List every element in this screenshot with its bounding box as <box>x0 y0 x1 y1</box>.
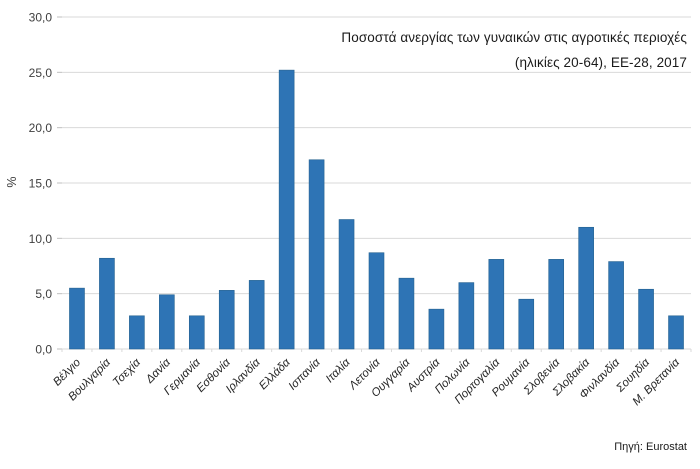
bar <box>608 261 624 350</box>
x-category-label: Ισπανία <box>287 356 323 392</box>
bar <box>159 294 175 350</box>
bar <box>668 315 684 350</box>
bar <box>638 288 654 350</box>
bar <box>548 259 565 350</box>
y-tick-label: 30,0 <box>29 11 53 25</box>
bar <box>129 315 145 350</box>
bar <box>398 277 415 350</box>
source-note: Πηγή: Eurostat <box>614 441 687 453</box>
bar <box>278 69 295 350</box>
bar <box>69 287 85 350</box>
y-tick-label: 15,0 <box>29 177 53 191</box>
bar <box>218 290 235 350</box>
y-tick-label: 5,0 <box>35 287 52 301</box>
y-tick-label: 10,0 <box>29 232 53 246</box>
y-tick-label: 0,0 <box>35 343 52 357</box>
bar <box>518 298 535 350</box>
y-tick-label: 25,0 <box>29 66 53 80</box>
bar <box>338 219 355 350</box>
bar <box>99 257 115 350</box>
bar <box>308 159 325 350</box>
x-category-label: Τσεχία <box>111 356 143 388</box>
bar <box>488 259 505 350</box>
chart-title-line2: (ηλικίες 20-64), ΕΕ-28, 2017 <box>514 54 687 70</box>
bar <box>188 315 205 350</box>
bar <box>458 282 475 350</box>
bar <box>578 226 594 350</box>
chart-title-line1: Ποσοστά ανεργίας των γυναικών στις αγροτ… <box>341 30 687 45</box>
x-category-label: Ελλάδα <box>257 356 293 392</box>
y-tick-label: 20,0 <box>29 121 53 135</box>
bar <box>428 308 445 350</box>
bar <box>248 280 265 350</box>
chart-title: Ποσοστά ανεργίας των γυναικών στις αγροτ… <box>341 26 687 76</box>
bar <box>368 252 385 350</box>
y-axis-label: % <box>5 176 19 188</box>
